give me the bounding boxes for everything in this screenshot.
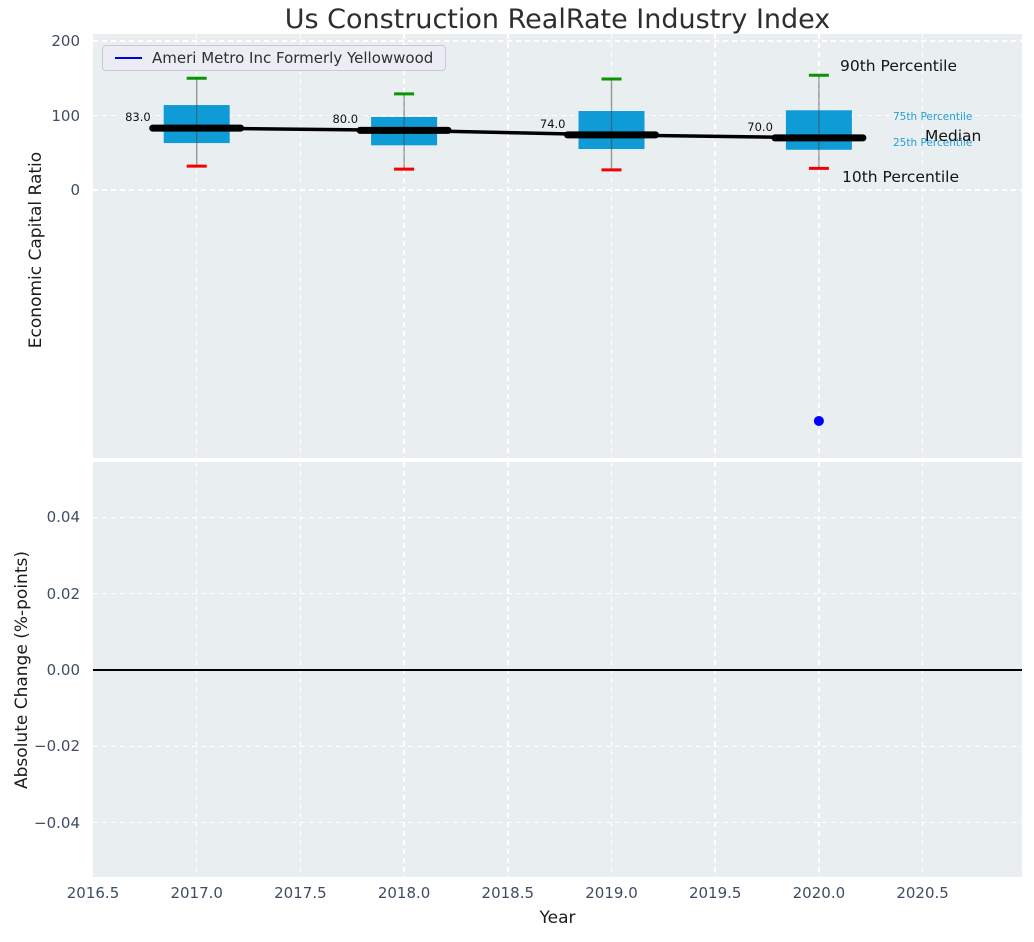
x-tick-label: 2017.5 <box>274 884 327 902</box>
boxplot-layer <box>149 73 867 426</box>
top-y-axis-label: Economic Capital Ratio <box>26 151 46 349</box>
legend-label: Ameri Metro Inc Formerly Yellowwood <box>152 49 434 67</box>
top-y-tick-label: 200 <box>51 32 80 50</box>
x-axis-label: Year <box>539 908 576 928</box>
gridline-horizontal <box>93 821 1022 824</box>
top-y-tick-label: 0 <box>70 181 80 199</box>
gridline-horizontal <box>93 745 1022 748</box>
annotation-p90: 90th Percentile <box>840 57 958 75</box>
x-tick-label: 2020.0 <box>792 884 846 902</box>
top-axes: Ameri Metro Inc Formerly Yellowwood 83.0… <box>93 34 1022 458</box>
gridline-vertical <box>403 34 405 458</box>
zero-reference-line <box>93 669 1022 671</box>
chart-title: Us Construction RealRate Industry Index <box>284 4 831 35</box>
bottom-y-tick-label: −0.04 <box>34 813 80 832</box>
gridline-horizontal <box>93 40 1022 42</box>
legend: Ameri Metro Inc Formerly Yellowwood <box>102 45 447 71</box>
median-value-label: 70.0 <box>747 119 773 134</box>
bottom-y-tick-label: 0.00 <box>46 661 80 679</box>
annotation-median: Median <box>925 127 982 145</box>
gridline-vertical <box>507 34 509 458</box>
company-point <box>813 415 824 426</box>
gridline-vertical <box>299 34 302 458</box>
bottom-y-tick-label: −0.02 <box>34 737 80 756</box>
x-tick-label: 2019.5 <box>688 884 742 902</box>
gridline-vertical <box>195 34 198 458</box>
x-tick-label: 2020.5 <box>896 884 949 902</box>
annotation-p10: 10th Percentile <box>842 168 960 186</box>
top-y-tick-label: 100 <box>51 106 80 125</box>
gridline-vertical <box>921 34 924 458</box>
x-tick-label: 2018.0 <box>377 884 431 902</box>
x-tick-label: 2019.0 <box>585 884 638 902</box>
median-value-label: 80.0 <box>332 112 359 127</box>
gridline-horizontal <box>93 592 1022 595</box>
gridline-vertical <box>714 34 716 458</box>
x-tick-label: 2016.5 <box>66 884 120 902</box>
median-value-label: 74.0 <box>539 116 566 131</box>
median-connector-line <box>196 126 819 140</box>
annotation-p25: 25th Percentile <box>893 137 973 149</box>
x-tick-label: 2018.5 <box>481 884 535 902</box>
gridline-horizontal <box>93 516 1022 519</box>
bottom-y-tick-label: 0.04 <box>46 508 80 527</box>
gridline-vertical <box>610 34 613 458</box>
gridline-horizontal <box>93 114 1022 117</box>
bottom-y-tick-label: 0.02 <box>46 584 80 603</box>
median-value-label: 83.0 <box>125 110 151 125</box>
x-tick-label: 2017.0 <box>170 884 223 902</box>
annotation-p75: 75th Percentile <box>893 111 973 123</box>
gridline-horizontal <box>93 189 1022 191</box>
bottom-axes <box>93 462 1022 877</box>
gridline-vertical <box>818 34 820 458</box>
legend-line-swatch <box>115 57 142 59</box>
